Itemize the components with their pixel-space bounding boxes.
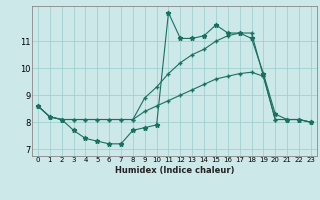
X-axis label: Humidex (Indice chaleur): Humidex (Indice chaleur) [115,166,234,175]
